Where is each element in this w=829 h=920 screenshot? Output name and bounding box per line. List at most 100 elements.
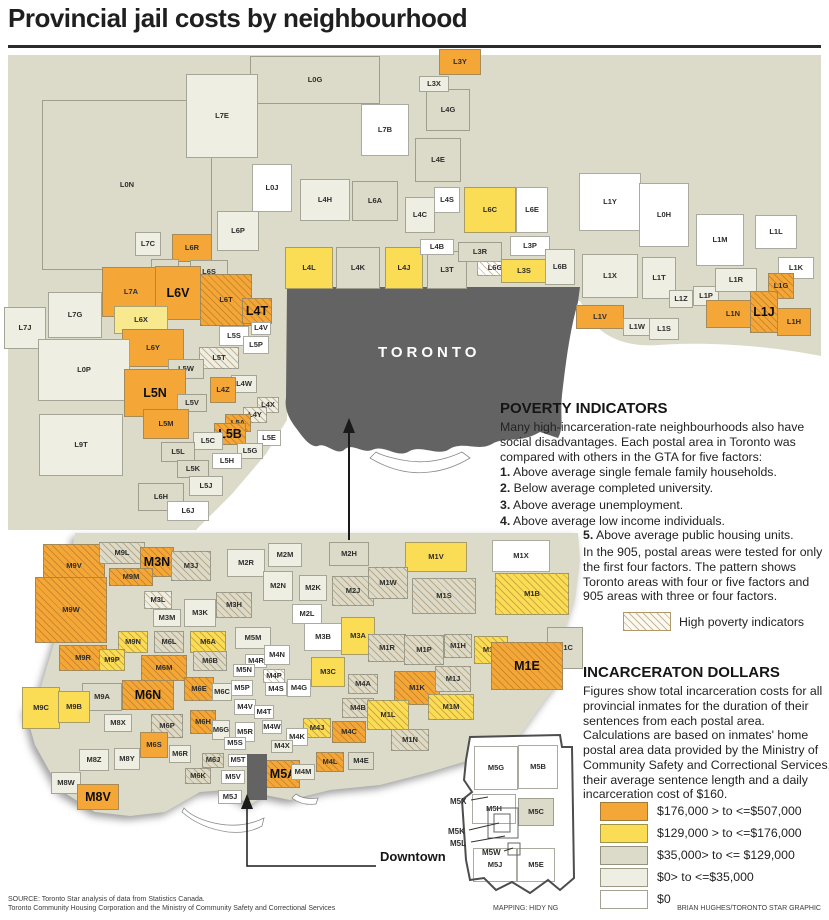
region-label: M6N — [134, 687, 162, 702]
region-M4V: M4V — [234, 699, 256, 715]
region-L5C: L5C — [193, 432, 223, 450]
poverty-factor-list: 1. Above average single female family ho… — [500, 464, 829, 529]
region-L3Y: L3Y — [439, 49, 481, 75]
region-label: M9W — [62, 605, 80, 615]
legend-label: $176,000 > to <=$507,000 — [657, 804, 802, 818]
region-L6C: L6C — [464, 187, 516, 233]
incarceration-body: Figures show total incarceration costs f… — [583, 684, 829, 802]
legend-swatch — [600, 867, 648, 887]
region-M1V: M1V — [405, 542, 467, 572]
region-label: M5V — [225, 772, 241, 782]
region-L1J: L1J — [750, 291, 778, 333]
legend-label: $0> to <=$35,000 — [657, 870, 754, 884]
region-M4T: M4T — [254, 705, 274, 719]
region-label: M4S — [268, 684, 284, 694]
region-label: M1K — [409, 683, 425, 693]
region-label: L5G — [242, 446, 258, 456]
region-label: L1J — [753, 304, 775, 319]
toronto-islands-outline — [369, 451, 471, 474]
region-label: M6G — [212, 725, 230, 735]
region-M1H: M1H — [444, 634, 472, 658]
region-M1N: M1N — [391, 729, 429, 751]
region-label: L5K — [185, 464, 201, 474]
region-M5E: M5E — [517, 848, 555, 882]
harbour-detail — [291, 793, 319, 805]
region-label: M8Z — [86, 755, 102, 765]
region-M4P: M4P — [263, 669, 285, 683]
region-label: L6H — [153, 492, 169, 502]
downtown-label: Downtown — [380, 849, 446, 864]
region-label: L4J — [397, 263, 411, 273]
region-M5S: M5S — [224, 736, 246, 750]
region-label: M6C — [214, 687, 230, 697]
region-M8X: M8X — [104, 714, 132, 732]
region-M4L: M4L — [316, 752, 344, 772]
high-poverty-swatch — [623, 612, 671, 632]
region-label: L4T — [245, 303, 269, 318]
region-label: M9V — [66, 561, 82, 571]
region-label: M6H — [195, 717, 211, 727]
region-L4B: L4B — [420, 239, 454, 255]
region-label: M4M — [294, 767, 312, 777]
region-L3X: L3X — [419, 76, 449, 92]
legend-row: $0 — [600, 889, 829, 909]
region-L7C: L7C — [135, 232, 161, 256]
region-label: M6A — [200, 637, 216, 647]
region-M3H: M3H — [216, 592, 252, 618]
region-label: L6P — [231, 226, 245, 236]
poverty-intro: Many high-incarceration-rate neighbourho… — [500, 420, 805, 464]
region-label: M3L — [150, 595, 166, 605]
region-label: M5R — [237, 727, 253, 737]
region-label: L6J — [181, 506, 195, 516]
region-M3J: M3J — [171, 551, 211, 581]
region-M5B: M5B — [518, 745, 558, 789]
toronto-islands — [181, 807, 265, 833]
region-label: M5P — [234, 683, 250, 693]
legend-row: $35,000> to <= $129,000 — [600, 845, 829, 865]
region-label: M2M — [276, 550, 294, 560]
region-label: L9T — [74, 440, 88, 450]
region-label: M5G — [487, 763, 505, 773]
region-L0J: L0J — [252, 164, 292, 212]
region-label: L4G — [440, 105, 456, 115]
region-label: L7J — [18, 323, 32, 333]
region-label: L5J — [199, 481, 213, 491]
region-L1M: L1M — [696, 214, 744, 266]
inset-callout-M5X: M5X — [450, 797, 467, 806]
mapping-credit: MAPPING: HIDY NG — [493, 905, 559, 912]
region-label: L7B — [377, 125, 393, 135]
region-M2M: M2M — [268, 543, 302, 567]
region-label: M4G — [290, 683, 308, 693]
region-label: L5L — [171, 447, 185, 457]
region-M5H: M5H — [472, 794, 516, 824]
region-M4S: M4S — [265, 682, 287, 696]
region-label: L4L — [302, 263, 316, 273]
high-poverty-label: High poverty indicators — [679, 614, 805, 629]
region-label: M5N — [236, 665, 252, 675]
poverty-note: In the 905, postal areas were tested for… — [583, 545, 823, 604]
region-M4A: M4A — [348, 674, 378, 694]
region-label: M1N — [402, 735, 418, 745]
region-label: L1X — [603, 271, 617, 281]
cost-legend: $176,000 > to <=$507,000 $129,000 > to <=… — [600, 801, 829, 912]
region-label: M2H — [341, 549, 357, 559]
region-L4V: L4V — [251, 321, 271, 335]
region-label: L5P — [249, 340, 263, 350]
region-label: M6P — [159, 721, 175, 731]
region-label: M5C — [528, 807, 544, 817]
region-L1X: L1X — [582, 254, 638, 298]
legend-label: $129,000 > to <=$176,000 — [657, 826, 802, 840]
page-title: Provincial jail costs by neighbourhood — [8, 3, 468, 33]
region-L5T: L5T — [199, 347, 239, 369]
poverty-factor-5: 5. Above average public housing units. — [583, 528, 794, 542]
region-M2K: M2K — [299, 575, 327, 601]
region-label: M4B — [350, 703, 366, 713]
title-rule — [8, 45, 821, 48]
region-label: L3T — [440, 265, 454, 275]
region-M1X: M1X — [492, 540, 550, 572]
region-label: M1P — [416, 645, 432, 655]
region-M5N: M5N — [233, 663, 255, 677]
region-M4N: M4N — [264, 645, 290, 665]
inset-callout-M5L: M5L — [450, 839, 466, 848]
region-label: M2L — [299, 609, 315, 619]
